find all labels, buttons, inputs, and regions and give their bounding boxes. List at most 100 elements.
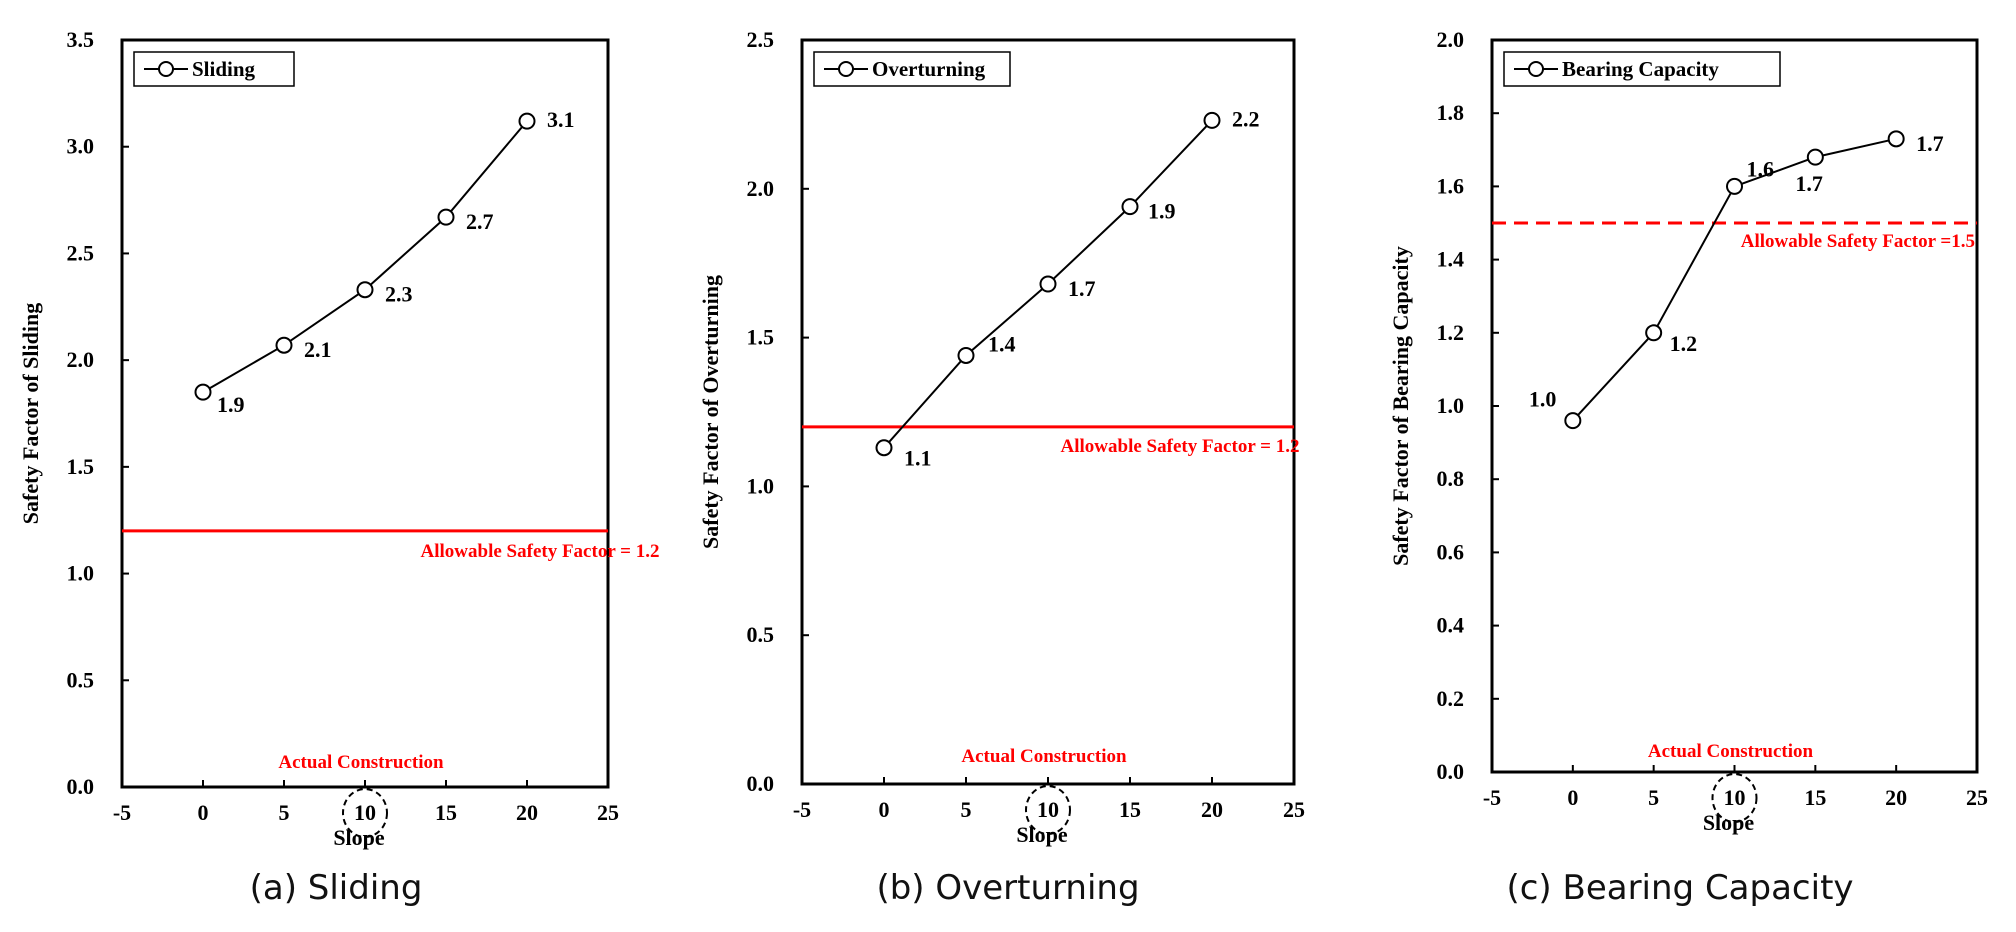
x-tick-label: -5 (1483, 785, 1501, 810)
data-point (356, 281, 374, 299)
caption-sliding: (a) Sliding (249, 868, 423, 908)
data-label: 1.2 (1670, 331, 1698, 356)
plot-frame (1490, 38, 1979, 774)
y-tick-label: 1.5 (67, 454, 95, 479)
data-label: 1.9 (1148, 199, 1176, 224)
highlight-circle (1025, 785, 1071, 835)
y-tick-label: 0.5 (747, 622, 775, 647)
data-point (518, 112, 536, 130)
x-tick-label: 10 (354, 800, 376, 825)
y-tick-label: 1.2 (1437, 320, 1465, 345)
y-tick-label: 0.8 (1437, 466, 1465, 491)
data-point (1806, 148, 1824, 166)
data-label: 1.7 (1916, 131, 1944, 156)
y-tick-label: 0.4 (1437, 613, 1465, 638)
x-tick-label: 5 (961, 797, 972, 822)
y-tick-label: 1.0 (1437, 393, 1465, 418)
y-tick-label: 3.0 (67, 134, 95, 159)
x-tick-label: 20 (1201, 797, 1223, 822)
legend-marker (838, 61, 854, 77)
data-label: 3.1 (547, 107, 575, 132)
actual-construction-label: Actual Construction (1648, 741, 1814, 762)
x-tick-label: 5 (1648, 785, 1659, 810)
y-tick-label: 2.0 (747, 176, 775, 201)
x-tick-label: 25 (1966, 785, 1988, 810)
x-tick-label: 0 (1567, 785, 1578, 810)
highlight-circle (342, 788, 388, 838)
plot-frame (800, 38, 1296, 786)
y-tick-label: 1.0 (67, 561, 95, 586)
data-label: 1.0 (1529, 387, 1557, 412)
x-tick-label: 25 (597, 800, 619, 825)
data-label: 1.7 (1068, 276, 1096, 301)
x-tick-label: 0 (198, 800, 209, 825)
y-axis-label: Safety Factor of Sliding (18, 303, 43, 524)
caption-overturning: (b) Overturning (876, 868, 1140, 908)
x-tick-label: 15 (435, 800, 457, 825)
x-axis-label: Slope (1703, 810, 1755, 835)
x-tick-label: 10 (1037, 797, 1059, 822)
y-tick-label: 2.5 (67, 240, 95, 265)
legend-label: Overturning (872, 57, 986, 81)
x-tick-label: 5 (279, 800, 290, 825)
x-tick-label: 15 (1804, 785, 1826, 810)
x-tick-label: 15 (1119, 797, 1141, 822)
x-tick-label: 0 (879, 797, 890, 822)
x-tick-label: 20 (1885, 785, 1907, 810)
chart-3: 0.0 0.2 0.4 0.6 0.8 1.0 1.2 1.4 1.6 1.8 2.0 -5 0 5 10 1… (1388, 27, 1988, 835)
chart-1: 0.0 0.5 1.0 1.5 2.0 2.5 3.0 3.5 -5 0 5 10 15 20 25 Slop… (18, 27, 659, 850)
y-tick-label: 0.2 (1437, 686, 1465, 711)
y-tick-label: 0.0 (747, 771, 775, 796)
y-axis-label: Safety Factor of Overturning (698, 275, 723, 549)
x-tick-label: 25 (1283, 797, 1305, 822)
allowable-safety-factor-label: Allowable Safety Factor = 1.2 (1061, 436, 1300, 457)
x-axis-label: Slope (1016, 822, 1068, 847)
data-label: 2.1 (304, 337, 332, 362)
x-tick-label: 10 (1724, 785, 1746, 810)
x-tick-label: -5 (793, 797, 811, 822)
data-point (875, 439, 893, 457)
data-label: 1.4 (988, 331, 1016, 356)
y-tick-label: 0.0 (1437, 759, 1465, 784)
y-tick-label: 1.4 (1437, 247, 1465, 272)
chart-2: 0.0 0.5 1.0 1.5 2.0 2.5 -5 0 5 10 15 20 25 Slope Safet… (698, 27, 1305, 847)
x-tick-label: -5 (113, 800, 131, 825)
data-point (194, 383, 212, 401)
y-tick-label: 1.8 (1437, 100, 1465, 125)
legend-label: Sliding (192, 57, 256, 81)
x-tick-label: 20 (516, 800, 538, 825)
data-point (1121, 198, 1139, 216)
y-tick-label: 2.0 (1437, 27, 1465, 52)
data-point (1203, 111, 1221, 129)
data-point (957, 346, 975, 364)
series-line (202, 120, 528, 394)
actual-construction-label: Actual Construction (278, 752, 444, 773)
data-label: 1.1 (904, 446, 932, 471)
allowable-safety-factor-label: Allowable Safety Factor = 1.2 (421, 541, 660, 562)
caption-bearing-capacity: (c) Bearing Capacity (1506, 868, 1854, 908)
data-label: 2.2 (1232, 106, 1260, 131)
data-point (1564, 412, 1582, 430)
data-point (1645, 324, 1663, 342)
y-tick-label: 1.0 (747, 473, 775, 498)
data-label: 1.9 (217, 392, 245, 417)
legend-marker (158, 61, 174, 77)
plot-frame (120, 38, 610, 789)
highlight-circle (1711, 773, 1758, 823)
x-axis-label: Slope (333, 825, 385, 850)
y-tick-label: 0.0 (67, 774, 95, 799)
y-tick-label: 0.5 (67, 667, 95, 692)
y-tick-label: 2.5 (747, 27, 775, 52)
y-tick-label: 0.6 (1437, 539, 1465, 564)
data-label: 1.7 (1795, 171, 1823, 196)
allowable-safety-factor-label: Allowable Safety Factor =1.5 (1741, 231, 1975, 252)
data-label: 1.6 (1747, 156, 1775, 181)
y-tick-label: 3.5 (67, 27, 95, 52)
legend-marker (1528, 61, 1544, 77)
data-point (437, 208, 455, 226)
legend-label: Bearing Capacity (1562, 57, 1719, 81)
y-tick-label: 1.6 (1437, 173, 1465, 198)
data-point (1726, 177, 1743, 195)
y-tick-label: 1.5 (747, 325, 775, 350)
